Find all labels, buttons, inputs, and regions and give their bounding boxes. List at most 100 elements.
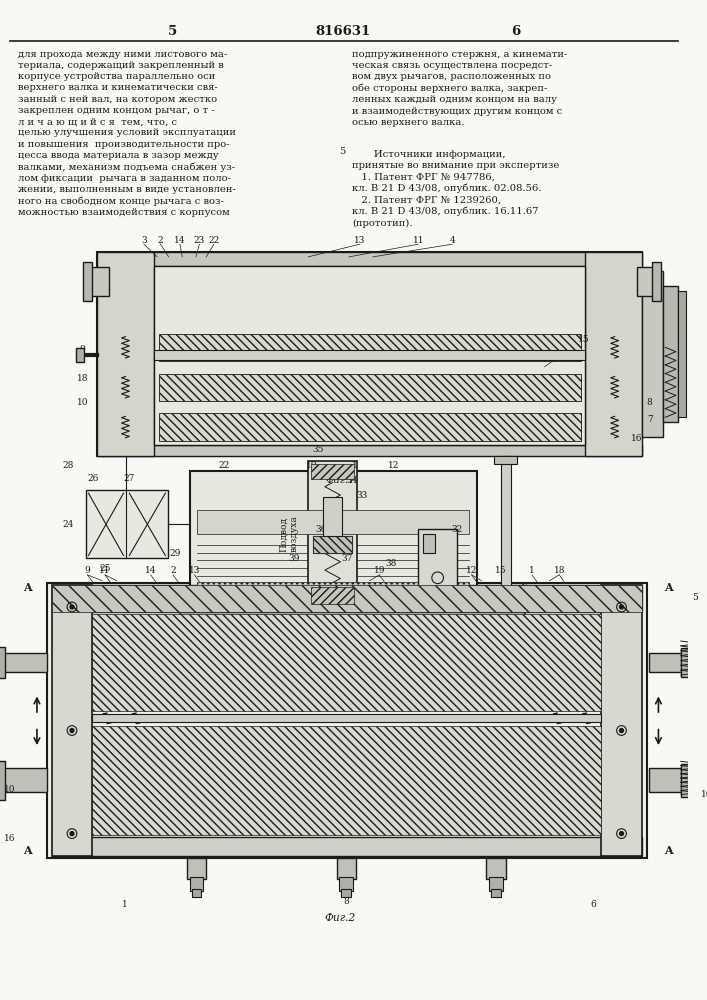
Bar bbox=[308, 461, 357, 607]
Text: 3: 3 bbox=[141, 236, 147, 245]
Bar bbox=[3, 653, 47, 672]
Text: A: A bbox=[664, 582, 672, 593]
Bar bbox=[337, 858, 356, 879]
Text: 5: 5 bbox=[339, 147, 346, 156]
Text: 23: 23 bbox=[194, 236, 205, 245]
Bar bbox=[52, 837, 642, 856]
Bar bbox=[153, 350, 585, 360]
Text: A: A bbox=[23, 845, 32, 856]
Text: 8: 8 bbox=[344, 897, 349, 906]
Bar bbox=[189, 877, 204, 891]
Text: 6: 6 bbox=[511, 25, 520, 38]
Bar bbox=[201, 626, 217, 638]
Text: для прохода между ними листового ма-
териала, содержащий закрепленный в
корпусе : для прохода между ними листового ма- тер… bbox=[18, 50, 235, 217]
Text: 38: 38 bbox=[385, 559, 397, 568]
Bar bbox=[459, 626, 474, 638]
Bar bbox=[681, 648, 699, 677]
Text: 4: 4 bbox=[450, 236, 455, 245]
Circle shape bbox=[70, 832, 74, 836]
Bar bbox=[187, 858, 206, 879]
Text: 7: 7 bbox=[647, 415, 653, 424]
Text: 26: 26 bbox=[88, 474, 99, 483]
Bar bbox=[3, 768, 47, 792]
Text: 10: 10 bbox=[701, 790, 707, 799]
Bar bbox=[313, 536, 352, 553]
Text: 19: 19 bbox=[305, 461, 317, 470]
Bar bbox=[98, 252, 642, 456]
Bar bbox=[601, 585, 642, 856]
Text: 28: 28 bbox=[62, 461, 74, 470]
Text: 30: 30 bbox=[205, 641, 217, 650]
Bar bbox=[508, 626, 523, 638]
Text: Фиг.2: Фиг.2 bbox=[325, 913, 356, 923]
Bar bbox=[93, 614, 601, 711]
Text: 39: 39 bbox=[288, 554, 299, 563]
Bar bbox=[90, 267, 109, 296]
Text: Подвод
воздуха: Подвод воздуха bbox=[279, 516, 299, 552]
Bar bbox=[93, 714, 601, 722]
Bar bbox=[649, 768, 683, 792]
Text: 11: 11 bbox=[412, 236, 424, 245]
Bar bbox=[197, 582, 469, 601]
Text: 18: 18 bbox=[77, 374, 88, 383]
Text: 9: 9 bbox=[85, 566, 90, 575]
Text: 11: 11 bbox=[99, 566, 111, 575]
Text: 14: 14 bbox=[174, 236, 186, 245]
Bar bbox=[313, 536, 352, 553]
Circle shape bbox=[619, 729, 624, 732]
Circle shape bbox=[70, 729, 74, 732]
Bar bbox=[311, 464, 354, 479]
Text: 27: 27 bbox=[124, 474, 135, 483]
Text: 15: 15 bbox=[495, 566, 507, 575]
Text: 9: 9 bbox=[80, 345, 86, 354]
Text: 1: 1 bbox=[352, 461, 358, 470]
Text: 37: 37 bbox=[341, 554, 353, 563]
Text: подпружиненного стержня, а кинемати-
ческая связь осуществлена посредст-
вом дву: подпружиненного стержня, а кинемати- чес… bbox=[352, 50, 568, 138]
Bar bbox=[86, 490, 168, 558]
Bar bbox=[642, 271, 663, 437]
Bar bbox=[678, 291, 686, 417]
Text: 29: 29 bbox=[170, 549, 181, 558]
Bar bbox=[98, 252, 153, 456]
Circle shape bbox=[619, 605, 624, 609]
Bar bbox=[189, 471, 477, 607]
Bar bbox=[494, 456, 518, 464]
Bar bbox=[93, 726, 601, 835]
Bar bbox=[52, 585, 93, 856]
Bar bbox=[158, 413, 580, 441]
Text: A: A bbox=[664, 845, 672, 856]
Text: 16: 16 bbox=[631, 434, 643, 443]
Circle shape bbox=[619, 832, 624, 836]
Circle shape bbox=[70, 605, 74, 609]
Text: 19: 19 bbox=[373, 566, 385, 575]
Bar bbox=[47, 583, 647, 858]
Bar bbox=[0, 761, 5, 800]
Text: 5: 5 bbox=[692, 593, 699, 602]
Bar bbox=[489, 877, 503, 891]
Bar bbox=[652, 262, 661, 301]
Text: 33: 33 bbox=[356, 491, 368, 500]
Text: 2: 2 bbox=[158, 236, 163, 245]
Text: 5: 5 bbox=[639, 267, 645, 276]
Text: 34: 34 bbox=[346, 476, 358, 485]
Text: 16: 16 bbox=[4, 834, 16, 843]
Text: 6: 6 bbox=[645, 286, 652, 295]
Bar bbox=[339, 877, 353, 891]
Bar bbox=[325, 626, 340, 638]
Bar bbox=[197, 510, 469, 534]
Text: 8: 8 bbox=[647, 398, 653, 407]
Text: 31: 31 bbox=[327, 536, 339, 545]
Text: 13: 13 bbox=[354, 236, 366, 245]
Text: 1: 1 bbox=[122, 900, 127, 909]
Bar bbox=[491, 889, 501, 897]
Text: 10: 10 bbox=[4, 785, 16, 794]
Text: 6: 6 bbox=[590, 900, 596, 909]
Bar bbox=[663, 286, 678, 422]
Text: 13: 13 bbox=[189, 566, 200, 575]
Bar bbox=[341, 889, 351, 897]
Text: A: A bbox=[23, 582, 32, 593]
Bar bbox=[83, 262, 93, 301]
Bar bbox=[192, 889, 201, 897]
Text: 18: 18 bbox=[554, 566, 565, 575]
Bar bbox=[52, 585, 642, 612]
